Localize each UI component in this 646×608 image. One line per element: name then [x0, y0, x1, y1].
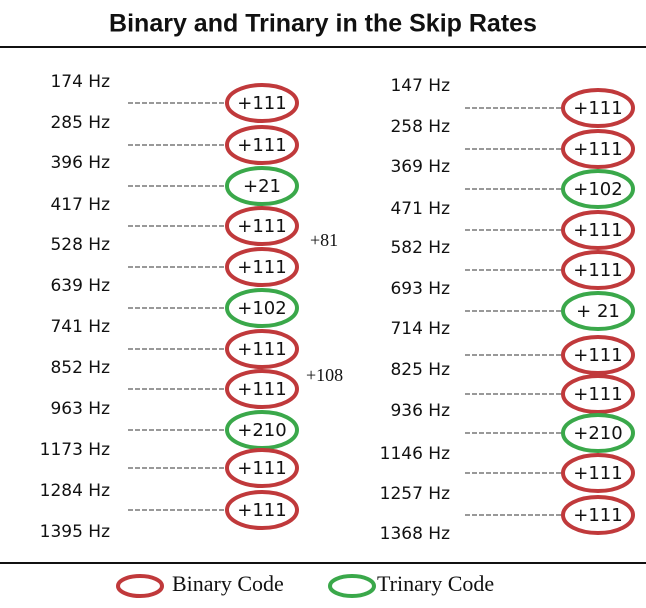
frequency: 396 Hz	[50, 153, 110, 173]
code-ellipse	[561, 291, 635, 331]
frequency: 852 Hz	[50, 358, 110, 378]
code-ellipse	[225, 166, 299, 206]
code-ellipse	[225, 329, 299, 369]
difference: +102	[237, 298, 286, 319]
difference: +21	[243, 176, 281, 197]
frequency: 417 Hz	[50, 195, 110, 215]
frequency: 528 Hz	[50, 235, 110, 255]
difference: +111	[573, 220, 622, 241]
code-ellipse	[561, 453, 635, 493]
frequency: 1146 Hz	[380, 444, 450, 464]
frequency: 825 Hz	[390, 360, 450, 380]
code-ellipse	[225, 83, 299, 123]
code-ellipse	[561, 495, 635, 535]
frequency: 147 Hz	[390, 76, 450, 96]
difference: +102	[573, 179, 622, 200]
code-ellipse	[561, 210, 635, 250]
difference: +111	[573, 463, 622, 484]
annotation: +108	[306, 365, 343, 385]
difference: +111	[573, 98, 622, 119]
frequency: 258 Hz	[390, 117, 450, 137]
code-ellipse	[561, 88, 635, 128]
difference: +111	[237, 135, 286, 156]
frequency: 1395 Hz	[40, 522, 110, 542]
difference: +111	[237, 216, 286, 237]
code-ellipse	[561, 413, 635, 453]
frequency: 714 Hz	[390, 319, 450, 339]
frequency: 285 Hz	[50, 113, 110, 133]
frequency: 936 Hz	[390, 401, 450, 421]
difference: +111	[237, 257, 286, 278]
frequency: 741 Hz	[50, 317, 110, 337]
difference: +111	[237, 339, 286, 360]
code-ellipse	[225, 288, 299, 328]
frequency: 471 Hz	[390, 199, 450, 219]
frequency: 174 Hz	[50, 72, 110, 92]
frequency: 693 Hz	[390, 279, 450, 299]
difference: +111	[237, 379, 286, 400]
frequency: 1257 Hz	[380, 484, 450, 504]
frequency: 963 Hz	[50, 399, 110, 419]
code-ellipse	[225, 448, 299, 488]
code-ellipse	[561, 250, 635, 290]
legend-swatch	[116, 574, 164, 598]
frequency: 1368 Hz	[380, 524, 450, 544]
legend-swatch	[328, 574, 376, 598]
code-ellipse	[225, 206, 299, 246]
difference: +210	[573, 423, 622, 444]
code-ellipse	[561, 129, 635, 169]
frequency: 369 Hz	[390, 157, 450, 177]
difference: + 21	[576, 301, 620, 322]
frequency: 639 Hz	[50, 276, 110, 296]
frequency: 1284 Hz	[40, 481, 110, 501]
difference: +111	[573, 505, 622, 526]
title: Binary and Trinary in the Skip Rates	[109, 10, 537, 38]
code-ellipse	[225, 247, 299, 287]
frequency: 582 Hz	[390, 238, 450, 258]
difference: +111	[237, 458, 286, 479]
code-ellipse	[561, 374, 635, 414]
code-ellipse	[225, 369, 299, 409]
frequency: 1173 Hz	[40, 440, 110, 460]
annotation: +81	[310, 230, 338, 250]
difference: +111	[573, 345, 622, 366]
code-ellipse	[561, 169, 635, 209]
difference: +111	[573, 384, 622, 405]
code-ellipse	[225, 125, 299, 165]
difference: +111	[573, 260, 622, 281]
difference: +210	[237, 420, 286, 441]
code-ellipse	[561, 335, 635, 375]
difference: +111	[573, 139, 622, 160]
difference: +111	[237, 500, 286, 521]
legend-label: Binary Code	[172, 571, 284, 596]
code-ellipse	[225, 490, 299, 530]
difference: +111	[237, 93, 286, 114]
legend-label: Trinary Code	[377, 571, 494, 596]
